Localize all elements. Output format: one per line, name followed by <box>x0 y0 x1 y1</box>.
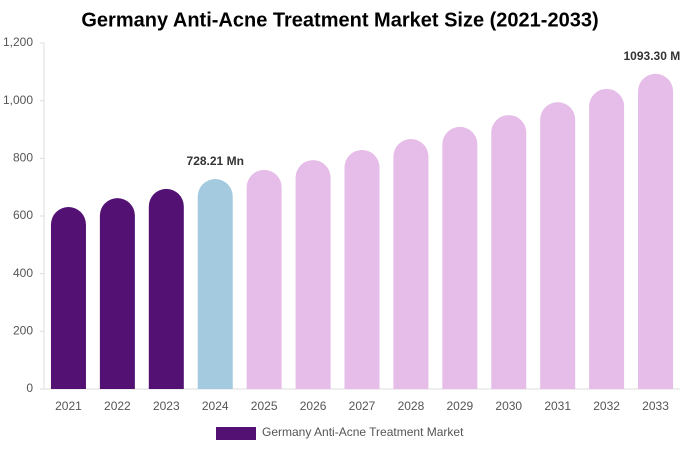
x-tick-label: 2022 <box>104 399 131 413</box>
y-tick-label: 400 <box>13 266 33 280</box>
x-tick-label: 2026 <box>300 399 327 413</box>
y-tick-label: 1,200 <box>3 35 33 49</box>
x-tick-label: 2027 <box>349 399 376 413</box>
x-tick-label: 2024 <box>202 399 229 413</box>
x-tick-label: 2021 <box>55 399 82 413</box>
value-label: 1093.30 Mn <box>624 49 680 63</box>
legend-label: Germany Anti-Acne Treatment Market <box>262 425 464 439</box>
x-tick-label: 2031 <box>544 399 571 413</box>
bar <box>197 179 233 389</box>
bar <box>148 188 184 389</box>
x-tick-label: 2033 <box>642 399 669 413</box>
bar <box>589 88 625 389</box>
x-tick-label: 2032 <box>593 399 620 413</box>
x-tick-label: 2030 <box>495 399 522 413</box>
legend-swatch <box>216 427 256 440</box>
value-label: 728.21 Mn <box>187 154 244 168</box>
y-tick-label: 600 <box>13 208 33 222</box>
x-tick-label: 2028 <box>398 399 425 413</box>
y-tick-label: 0 <box>26 381 33 395</box>
bar <box>638 73 674 389</box>
y-tick-label: 200 <box>13 324 33 338</box>
bar <box>344 149 380 389</box>
bar <box>393 139 429 389</box>
bar <box>442 126 478 390</box>
chart-title: Germany Anti-Acne Treatment Market Size … <box>81 9 598 31</box>
x-tick-label: 2025 <box>251 399 278 413</box>
bar <box>491 115 527 390</box>
y-tick-label: 1,000 <box>3 93 33 107</box>
x-tick-label: 2029 <box>446 399 473 413</box>
bar <box>295 160 331 389</box>
bar <box>50 207 86 389</box>
y-tick-label: 800 <box>13 151 33 165</box>
bar <box>246 169 282 389</box>
x-tick-label: 2023 <box>153 399 180 413</box>
bar <box>99 198 135 389</box>
bar <box>540 102 576 389</box>
